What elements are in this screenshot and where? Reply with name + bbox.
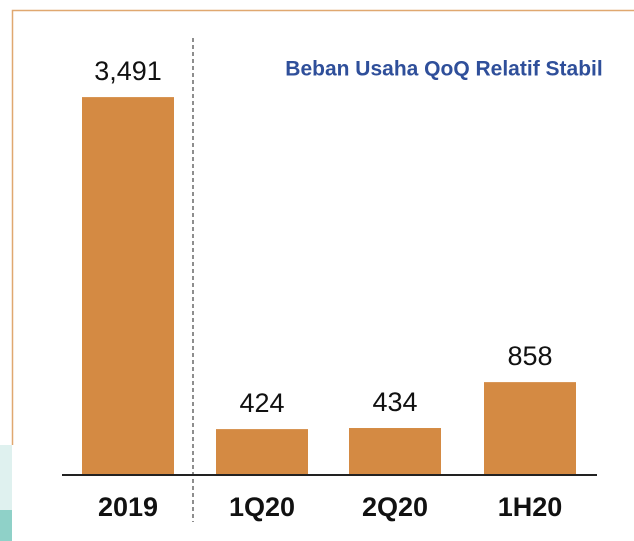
x-tick-label: 2019 — [98, 492, 158, 522]
frame — [11, 9, 634, 445]
data-label: 434 — [372, 387, 417, 417]
x-tick-label: 1H20 — [498, 492, 563, 522]
data-label: 858 — [507, 341, 552, 371]
bar — [484, 382, 576, 475]
data-label: 424 — [239, 388, 284, 418]
chart-title: Beban Usaha QoQ Relatif Stabil — [285, 58, 602, 81]
bar — [349, 428, 441, 475]
bar — [82, 97, 174, 476]
data-label: 3,491 — [94, 56, 162, 86]
bar — [216, 429, 308, 475]
decoration — [0, 510, 12, 541]
x-tick-label: 1Q20 — [229, 492, 295, 522]
x-tick-label: 2Q20 — [362, 492, 428, 522]
